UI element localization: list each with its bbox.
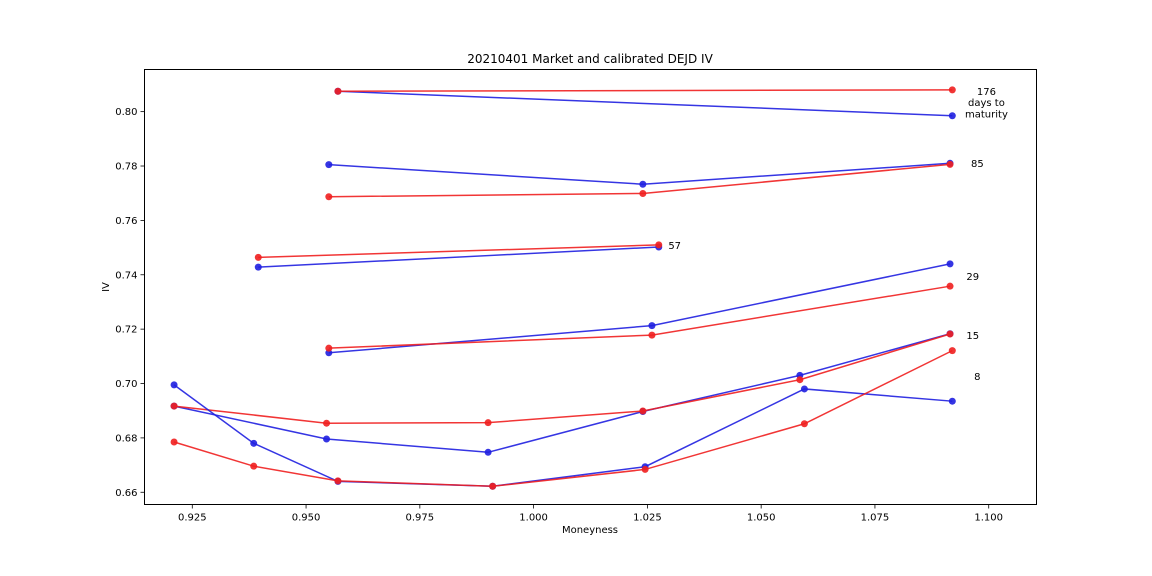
data-point: [484, 419, 492, 427]
data-point: [325, 344, 333, 352]
data-point: [489, 482, 497, 490]
x-tick-label: 1.100: [974, 513, 1003, 524]
y-axis: 0.66 0.68 0.70 0.72 0.74 0.76 0.78 0.80: [115, 107, 145, 499]
y-tick-label: 0.74: [115, 270, 137, 281]
series-line: [258, 246, 659, 268]
data-point: [325, 193, 333, 201]
data-point: [639, 189, 647, 197]
series-176-blue: [334, 87, 956, 120]
data-point: [170, 381, 178, 389]
series-57-red: [254, 241, 663, 261]
maturity-annotation: days to: [968, 98, 1005, 109]
y-tick-label: 0.68: [115, 433, 137, 444]
maturity-annotation: 176: [977, 87, 996, 98]
series-176-red: [334, 86, 956, 95]
data-point: [796, 376, 804, 384]
data-point: [254, 253, 262, 261]
data-point: [648, 322, 656, 330]
series-57-blue: [254, 243, 663, 271]
data-point: [948, 397, 956, 405]
series-8-blue: [170, 381, 956, 490]
maturity-annotation: 15: [966, 331, 979, 342]
data-point: [948, 112, 956, 120]
maturity-annotation: 8: [974, 372, 980, 383]
axes-frame: [144, 69, 1037, 505]
series-8-red: [170, 347, 956, 490]
series-85-red: [325, 160, 954, 201]
data-point: [250, 439, 258, 447]
x-tick-label: 0.950: [292, 513, 321, 524]
series-line: [173, 333, 951, 454]
data-point: [948, 347, 956, 355]
series-29-red: [325, 282, 954, 352]
series-line: [337, 89, 953, 92]
y-tick-label: 0.66: [115, 488, 137, 499]
x-tick-label: 1.075: [861, 513, 890, 524]
series-line: [173, 333, 951, 424]
series-line: [328, 285, 951, 349]
data-point: [325, 161, 333, 169]
data-point: [250, 462, 258, 470]
y-tick-label: 0.70: [115, 379, 137, 390]
data-point: [170, 402, 178, 410]
data-point: [323, 419, 331, 427]
maturity-annotation: 57: [668, 241, 681, 252]
maturity-annotation: 29: [966, 272, 979, 283]
data-point: [334, 87, 342, 95]
data-point: [334, 477, 342, 485]
data-point: [800, 420, 808, 428]
series-29-blue: [325, 260, 954, 357]
data-point: [639, 180, 647, 188]
series-15-red: [170, 330, 954, 427]
x-tick-label: 1.025: [633, 513, 662, 524]
data-point: [170, 438, 178, 446]
data-point: [946, 282, 954, 290]
data-point: [639, 407, 647, 415]
data-point: [946, 160, 954, 168]
x-axis-label: Moneyness: [562, 525, 618, 536]
data-point: [484, 448, 492, 456]
x-tick-label: 0.925: [178, 513, 207, 524]
data-point: [254, 263, 262, 271]
data-point: [946, 330, 954, 338]
chart-title: 20210401 Market and calibrated DEJD IV: [467, 52, 713, 66]
y-tick-label: 0.78: [115, 162, 137, 173]
data-point: [800, 385, 808, 393]
series-85-blue: [325, 159, 954, 188]
maturity-annotation: maturity: [965, 109, 1008, 120]
series-line: [337, 90, 953, 117]
series-line: [328, 263, 951, 354]
data-point: [655, 241, 663, 249]
y-tick-label: 0.80: [115, 107, 137, 118]
y-tick-label: 0.72: [115, 325, 137, 336]
series-line: [173, 384, 953, 488]
series-line: [258, 244, 659, 259]
data-point: [323, 435, 331, 443]
data-point: [648, 331, 656, 339]
x-tick-label: 1.050: [747, 513, 776, 524]
x-axis: 0.925 0.950 0.975 1.000 1.025 1.050 1.075 1.100: [178, 504, 1003, 524]
y-tick-label: 0.76: [115, 216, 137, 227]
data-point: [948, 86, 956, 94]
x-tick-label: 1.000: [519, 513, 548, 524]
data-point: [641, 465, 649, 473]
data-point: [946, 260, 954, 268]
y-axis-label: IV: [101, 282, 112, 292]
maturity-annotation: 85: [971, 159, 984, 170]
series-15-blue: [170, 330, 954, 456]
x-tick-label: 0.975: [406, 513, 435, 524]
